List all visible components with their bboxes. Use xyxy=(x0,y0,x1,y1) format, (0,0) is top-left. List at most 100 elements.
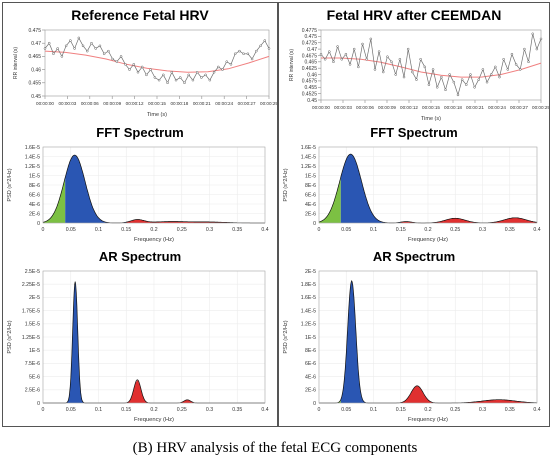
rr-point xyxy=(52,52,55,56)
ar-right-chart: 2E-5 1.8E-5 1.6E-5 1.4E-5 1.2E-5 1E-5 8E-6 6E-6… xyxy=(283,269,541,423)
band-area-0 xyxy=(43,177,66,223)
rr-point xyxy=(212,70,216,74)
x-tick-label: 00:00:03 xyxy=(334,105,352,110)
rr-point xyxy=(406,47,410,51)
rr-series-line xyxy=(44,37,270,84)
rr-point xyxy=(77,36,81,40)
y-tick-label: 4E-6 xyxy=(305,374,316,380)
rr-point xyxy=(56,47,59,50)
y-tick-label: 0.47 xyxy=(307,47,317,53)
rr-point xyxy=(183,81,186,85)
y-tick-label: 0.465 xyxy=(28,54,41,60)
rr-point xyxy=(477,78,480,81)
y-tick-label: 2.5E-5 xyxy=(25,269,40,275)
x-tick-label: 0.15 xyxy=(121,227,131,233)
rr-point xyxy=(323,58,327,61)
psd-curve xyxy=(42,154,265,224)
x-tick-label: 00:00:27 xyxy=(238,101,256,106)
rr-point xyxy=(140,65,144,69)
fft-right-title: FFT Spectrum xyxy=(370,125,458,140)
rr-point xyxy=(514,63,518,66)
rr-point xyxy=(357,65,360,69)
rr-point xyxy=(531,32,534,36)
ar-left-chart: 2.5E-5 2.25E-5 2E-5 1.75E-5 1.5E-5 1.25E-5 1E-… xyxy=(7,269,269,423)
x-tick-label: 0.15 xyxy=(121,407,131,413)
x-tick-label: 0.4 xyxy=(533,227,540,233)
rr-point xyxy=(352,47,356,51)
x-tick-label: 00:00:06 xyxy=(356,105,374,110)
rr-point xyxy=(394,73,397,76)
y-tick-label: 6E-6 xyxy=(305,361,316,367)
rr-point xyxy=(229,63,233,66)
rr-point xyxy=(402,75,406,79)
rr-point xyxy=(217,65,220,69)
x-axis-label: Frequency (Hz) xyxy=(408,237,448,243)
plot-frame xyxy=(42,270,266,404)
x-tick-label: 00:00:12 xyxy=(400,105,418,110)
y-tick-label: 1E-5 xyxy=(29,348,40,354)
x-tick-label: 0.25 xyxy=(450,407,460,413)
y-tick-label: 0 xyxy=(37,401,40,407)
x-tick-label: 0.2 xyxy=(150,227,157,233)
rr-point xyxy=(510,52,514,56)
plot-frame xyxy=(320,29,542,101)
y-tick-label: 8E-6 xyxy=(29,183,40,189)
rr-point xyxy=(166,81,169,85)
x-tick-label: 0.05 xyxy=(341,407,351,413)
band-area-0 xyxy=(319,177,341,223)
rr-point xyxy=(419,58,422,61)
y-tick-label: 0.45 xyxy=(31,94,41,100)
y-axis-label: PSD (s^2/Hz) xyxy=(7,320,13,353)
x-axis-label: Frequency (Hz) xyxy=(408,417,448,423)
rr-point xyxy=(132,63,136,66)
rr-point xyxy=(47,41,51,45)
rr-point xyxy=(64,44,68,48)
band-area-1 xyxy=(65,281,127,403)
y-tick-label: 0.4575 xyxy=(302,79,318,85)
rr-point xyxy=(204,73,207,77)
y-tick-label: 7.5E-6 xyxy=(25,361,40,367)
rr-point xyxy=(435,86,439,89)
rr-point xyxy=(162,73,165,77)
rr-point xyxy=(423,65,427,69)
y-tick-label: 1.2E-5 xyxy=(25,164,40,170)
ar-left-title: AR Spectrum xyxy=(98,249,182,264)
rr-point xyxy=(365,58,368,61)
rr-point xyxy=(102,52,106,56)
ceemdan-hrv-title: Fetal HRV after CEEMDAN xyxy=(326,7,502,23)
rr-point xyxy=(178,76,182,79)
x-tick-label: 00:00:09 xyxy=(103,101,121,106)
band-area-1 xyxy=(340,280,401,403)
y-tick-label: 2E-6 xyxy=(29,211,40,217)
y-tick-label: 0 xyxy=(313,221,316,227)
y-tick-label: 6E-6 xyxy=(29,192,40,198)
rr-point xyxy=(174,78,178,82)
y-tick-label: 1.2E-5 xyxy=(301,164,316,170)
x-tick-label: 0.05 xyxy=(341,227,351,233)
rr-point xyxy=(539,37,543,41)
right-panel: Fetal HRV after CEEMDAN 0.4775 0.475 0.472… xyxy=(278,2,550,427)
x-tick-label: 0.3 xyxy=(479,227,486,233)
rr-point xyxy=(86,49,89,53)
psd-curve xyxy=(319,280,537,404)
x-tick-label: 00:00:15 xyxy=(148,101,166,106)
y-tick-label: 1.25E-5 xyxy=(22,335,40,341)
fft-left-title: FFT Spectrum xyxy=(96,125,184,140)
y-tick-label: 0.46 xyxy=(31,67,41,73)
y-tick-label: 1E-5 xyxy=(305,173,316,179)
x-tick-label: 0 xyxy=(42,227,45,233)
plot-frame xyxy=(42,146,266,224)
rr-point xyxy=(373,68,377,71)
rr-point xyxy=(332,60,335,64)
rr-point xyxy=(136,70,140,74)
x-tick-label: 00:00:29 xyxy=(260,101,277,106)
x-tick-label: 00:00:18 xyxy=(170,101,188,106)
x-tick-label: 0.35 xyxy=(232,227,242,233)
x-axis-label: Frequency (Hz) xyxy=(134,417,174,423)
x-tick-label: 0.1 xyxy=(370,407,377,413)
plot-frame xyxy=(318,270,538,404)
y-tick-label: 2.25E-5 xyxy=(22,282,40,288)
rr-point xyxy=(518,68,522,71)
rr-point xyxy=(348,63,352,66)
